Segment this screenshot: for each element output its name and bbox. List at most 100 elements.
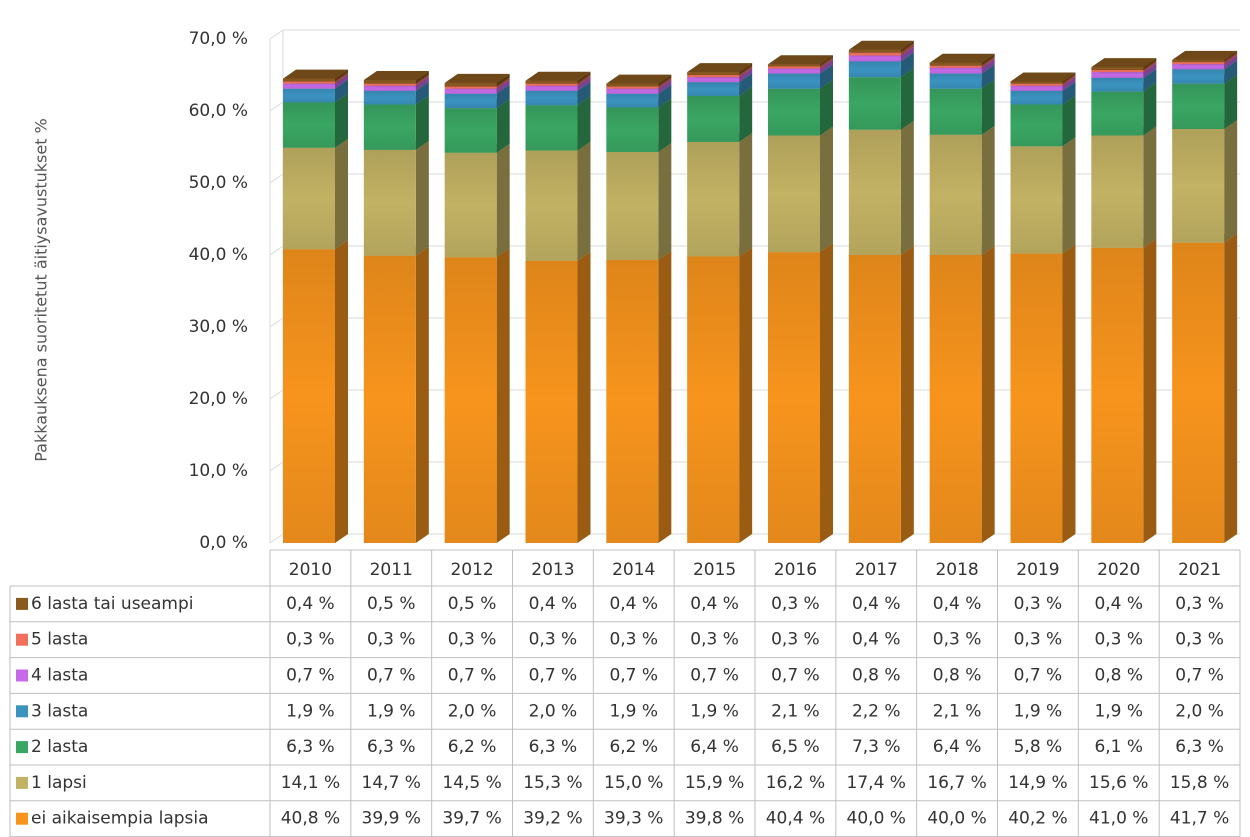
table-cell: 6,3 % <box>1175 737 1224 757</box>
legend-label: 5 lasta <box>31 630 88 650</box>
bar-side <box>900 46 914 62</box>
bar <box>363 149 416 256</box>
table-cell: 0,7 % <box>1014 666 1063 686</box>
table-cell: 6,4 % <box>933 737 982 757</box>
bar-side <box>577 76 591 91</box>
bar <box>687 72 740 75</box>
y-tick-label: 60,0 % <box>189 101 248 121</box>
bar-side <box>415 81 429 105</box>
table-cell: 0,3 % <box>690 630 739 650</box>
grid-line-side <box>269 389 284 400</box>
bar <box>768 252 820 543</box>
bar <box>444 82 497 87</box>
bar <box>525 90 578 106</box>
bar <box>1172 62 1225 65</box>
table-cell: 0,3 % <box>1014 630 1063 650</box>
x-tick-label: 2017 <box>855 560 898 580</box>
bar-side <box>415 71 429 84</box>
bar <box>363 255 416 543</box>
table-cell: 0,3 % <box>448 630 497 650</box>
x-tick-label: 2013 <box>531 560 574 580</box>
bar <box>687 82 740 96</box>
bar <box>1091 72 1144 78</box>
table-cell: 0,4 % <box>933 594 982 614</box>
bar-side <box>1062 137 1076 254</box>
table-cell: 0,7 % <box>448 666 497 686</box>
bar <box>1091 67 1144 70</box>
table-cell: 6,3 % <box>529 737 578 757</box>
bar <box>606 152 659 261</box>
bar <box>283 147 335 250</box>
bar-side <box>981 125 995 255</box>
bar <box>444 257 497 543</box>
table-cell: 14,7 % <box>362 773 421 793</box>
bar-side <box>415 76 429 91</box>
bar <box>929 67 982 74</box>
bar-top <box>1172 50 1238 60</box>
bar-top <box>1010 72 1076 82</box>
bar <box>1010 90 1063 105</box>
legend-label: 3 lasta <box>31 701 88 721</box>
bar-side <box>577 251 591 543</box>
table-cell: 0,3 % <box>771 630 820 650</box>
bar <box>687 141 740 257</box>
table-cell: 0,7 % <box>690 666 739 686</box>
table-cell: 6,3 % <box>286 737 335 757</box>
table-cell: 6,2 % <box>609 737 658 757</box>
grid-line-side <box>269 533 284 544</box>
x-tick-label: 2021 <box>1178 560 1221 580</box>
x-tick-label: 2020 <box>1097 560 1140 580</box>
bar-side <box>739 66 753 78</box>
bar <box>768 64 820 67</box>
bar <box>929 255 982 543</box>
table-cell: 0,4 % <box>529 594 578 614</box>
bar-side <box>1062 72 1076 84</box>
bar <box>283 249 335 544</box>
bar-side <box>1224 55 1238 70</box>
table-cell: 0,7 % <box>367 666 416 686</box>
bar-side <box>1224 60 1238 84</box>
bar <box>283 102 335 148</box>
bar <box>848 129 901 255</box>
table-cell: 5,8 % <box>1014 737 1063 757</box>
table-cell: 39,7 % <box>442 809 501 829</box>
table-cell: 40,0 % <box>847 809 906 829</box>
bar <box>1091 69 1144 73</box>
bar-side <box>658 79 672 94</box>
bar-side <box>981 58 995 74</box>
bar <box>848 77 901 130</box>
bar-side <box>577 81 591 106</box>
bar <box>363 90 416 105</box>
bar-top <box>444 73 510 83</box>
bar-side <box>1143 58 1157 70</box>
legend-swatch <box>16 741 28 754</box>
bar-side <box>1224 50 1238 63</box>
x-tick-label: 2018 <box>935 560 978 580</box>
bar-side <box>415 140 429 256</box>
grid-line-side <box>269 461 284 472</box>
bar-top <box>363 71 429 81</box>
bar-side <box>1062 244 1076 543</box>
table-cell: 7,3 % <box>852 737 901 757</box>
bar-side <box>900 120 914 255</box>
bar-side <box>415 246 429 543</box>
grid-line-side <box>269 29 284 40</box>
bar <box>687 256 740 543</box>
table-cell: 41,0 % <box>1089 809 1148 829</box>
bar <box>768 68 820 74</box>
table-cell: 14,5 % <box>442 773 501 793</box>
bar-top <box>1091 58 1157 68</box>
bar <box>606 86 659 89</box>
bar-side <box>820 243 833 543</box>
table-cell: 0,4 % <box>1094 594 1143 614</box>
grid-line-side <box>269 245 284 256</box>
bar-side <box>900 68 914 130</box>
y-tick-label: 30,0 % <box>189 317 248 337</box>
legend-label: 6 lasta tai useampi <box>31 594 194 614</box>
table-cell: 6,5 % <box>771 737 820 757</box>
legend-swatch <box>16 812 28 825</box>
legend-swatch <box>16 669 28 682</box>
bar-side <box>1143 238 1157 544</box>
table-cell: 6,1 % <box>1094 737 1143 757</box>
bar <box>1172 129 1225 243</box>
